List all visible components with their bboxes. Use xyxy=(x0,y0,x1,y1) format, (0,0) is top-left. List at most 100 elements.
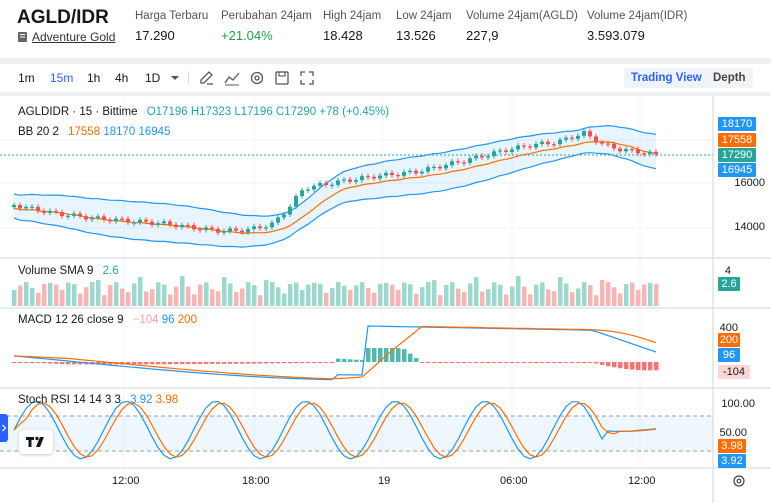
volume-bar xyxy=(204,282,209,306)
drawing-icon[interactable] xyxy=(198,69,216,87)
volume-bar xyxy=(564,283,569,306)
volume-bar xyxy=(240,288,245,306)
volume-bar xyxy=(474,277,479,306)
candle xyxy=(420,171,424,174)
volume-bar xyxy=(282,293,287,306)
candle xyxy=(126,218,130,223)
volume-bar xyxy=(414,293,419,306)
bollinger-lower-line xyxy=(13,152,657,248)
candle xyxy=(486,156,490,158)
volume-bar xyxy=(654,283,659,306)
macd-hist-bar xyxy=(366,348,371,362)
macd-hist-bar xyxy=(594,362,599,364)
volume-bar xyxy=(408,284,413,306)
stoch-k-value: 3.92 xyxy=(130,394,153,406)
volume-legend: Volume SMA 9 2.6 xyxy=(18,265,119,277)
chart-settings-icon[interactable] xyxy=(731,473,747,489)
macd-axis-label: 400 xyxy=(719,322,738,334)
stoch-d-value: 3.98 xyxy=(155,394,179,406)
macd-hist-bar xyxy=(444,362,449,363)
depth-button[interactable]: Depth xyxy=(706,68,753,88)
macd-hist-bar xyxy=(420,362,425,363)
token-name-link[interactable]: Adventure Gold xyxy=(17,30,115,44)
candle xyxy=(342,179,346,181)
volume-bar xyxy=(318,283,323,306)
candle xyxy=(156,223,160,225)
interval-15m[interactable]: 15m xyxy=(50,71,74,85)
macd-hist-bar xyxy=(276,362,281,364)
interval-1h[interactable]: 1h xyxy=(87,71,101,85)
macd-hist-bar xyxy=(636,362,641,371)
macd-hist-bar xyxy=(60,362,65,365)
bb-basis-value: 17558 xyxy=(68,126,101,138)
macd-hist-bar xyxy=(426,362,431,363)
macd-hist-bar xyxy=(354,359,359,362)
macd-hist-bar xyxy=(576,362,581,363)
interval-4h[interactable]: 4h xyxy=(115,71,129,85)
volume-bar xyxy=(192,294,197,306)
volume-bar xyxy=(582,282,587,306)
macd-hist-bar xyxy=(198,362,203,364)
macd-hist-bar xyxy=(96,362,101,365)
candle xyxy=(348,179,352,182)
candle xyxy=(528,146,532,148)
macd-hist-bar xyxy=(390,348,395,362)
stoch-band-fill xyxy=(0,416,713,451)
macd-hist-bar xyxy=(132,362,137,365)
macd-hist-bar xyxy=(222,362,227,364)
macd-hist-bar xyxy=(144,362,149,365)
chevron-right-icon xyxy=(2,424,7,432)
candle xyxy=(408,170,412,173)
macd-hist-bar xyxy=(372,348,377,362)
volume-bar xyxy=(24,282,29,306)
volume-bar xyxy=(54,284,59,306)
candle xyxy=(588,131,592,137)
stat-label: Volume 24jam(IDR) xyxy=(587,10,688,22)
candle xyxy=(324,183,328,185)
candle xyxy=(114,218,118,222)
macd-hist-bar xyxy=(42,362,47,364)
chart-area[interactable]: AGLDIDR · 15 · Bittime O17196 H17323 L17… xyxy=(0,96,771,503)
volume-bar xyxy=(426,282,431,306)
volume-bar xyxy=(138,277,143,306)
interval-1m[interactable]: 1m xyxy=(18,71,35,85)
volume-bar xyxy=(234,292,239,306)
volume-bar xyxy=(534,284,539,306)
time-axis-label: 12:00 xyxy=(112,475,140,487)
macd-hist-bar xyxy=(282,362,287,364)
candle xyxy=(30,206,34,208)
candle xyxy=(648,151,652,154)
save-icon[interactable] xyxy=(273,69,291,87)
volume-bar xyxy=(132,283,137,306)
macd-hist-bar xyxy=(204,362,209,364)
chart-canvas[interactable] xyxy=(0,96,771,503)
volume-bar xyxy=(384,282,389,306)
candle xyxy=(498,150,502,152)
candle xyxy=(414,170,418,174)
stat-value: 13.526 xyxy=(396,28,436,43)
divider xyxy=(188,71,189,85)
candle xyxy=(426,167,430,172)
volume-bar xyxy=(606,282,611,306)
trading-view-button[interactable]: Trading View xyxy=(624,68,709,88)
indicators-icon[interactable] xyxy=(223,69,241,87)
sidebar-toggle-handle[interactable] xyxy=(0,414,8,442)
fullscreen-icon[interactable] xyxy=(298,69,316,87)
chevron-down-icon[interactable] xyxy=(166,69,184,87)
macd-hist-bar xyxy=(300,362,305,364)
candle xyxy=(654,151,658,155)
settings-icon[interactable] xyxy=(248,69,266,87)
macd-hist-bar xyxy=(564,362,569,363)
candle xyxy=(366,176,370,178)
interval-1d[interactable]: 1D xyxy=(145,71,161,85)
token-name: Adventure Gold xyxy=(32,30,116,44)
tradingview-logo[interactable] xyxy=(19,430,53,454)
stat-value: 3.593.079 xyxy=(587,28,645,43)
stat-label: Harga Terbaru xyxy=(135,10,209,22)
candle xyxy=(150,221,154,225)
candle xyxy=(450,161,454,166)
pair-title: AGLD/IDR xyxy=(17,7,109,28)
volume-bar xyxy=(186,286,191,306)
volume-bar xyxy=(108,285,113,306)
stoch-d-tag: 3.98 xyxy=(718,439,746,453)
